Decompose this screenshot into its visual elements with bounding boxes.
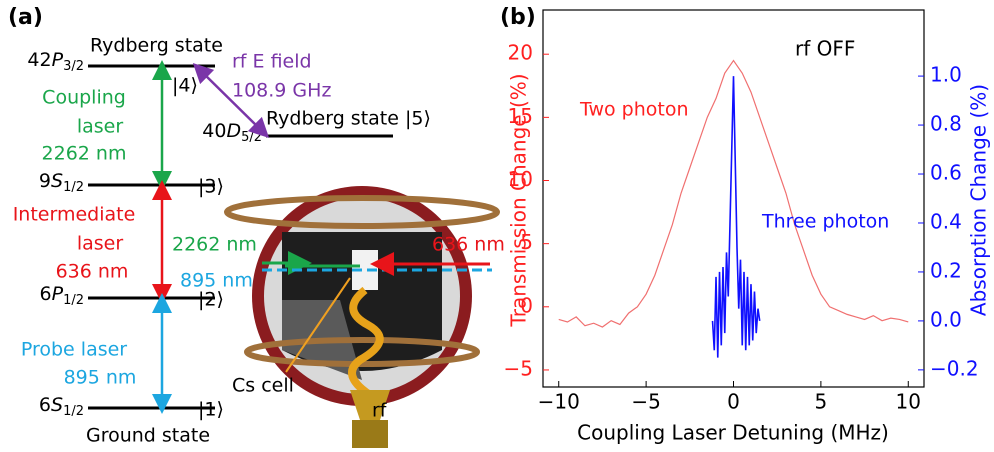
state-label: Ground state	[86, 425, 210, 447]
horn-base	[352, 420, 388, 448]
ring	[224, 195, 500, 229]
level-name: 6P1/2	[40, 283, 84, 308]
panel-label: (b)	[500, 5, 536, 30]
y2-tick-label: 0.0	[930, 307, 962, 331]
transition-label: rf E field	[232, 51, 312, 73]
series-label: Two photon	[579, 99, 689, 121]
transition-label: 895 nm	[64, 367, 137, 389]
level-name: 9S1/2	[39, 170, 84, 195]
beam-label: 636 nm	[432, 234, 505, 256]
y2-tick-label: 0.4	[930, 209, 962, 233]
plot-frame	[542, 9, 925, 388]
beam-label: 2262 nm	[172, 234, 257, 256]
apparatus	[224, 186, 500, 448]
cell-label: Cs cell	[232, 375, 294, 397]
x-tick-label: 10	[896, 390, 921, 414]
y-tick-label: 20	[508, 41, 533, 65]
transition-label: 636 nm	[56, 261, 129, 283]
y2-tick-label: 0.6	[930, 161, 962, 185]
y-tick-label: 10	[508, 167, 533, 191]
y-tick-label: 15	[508, 104, 533, 128]
rf-wave	[348, 286, 384, 399]
beam-label: 895 nm	[180, 270, 253, 292]
level-name: 6S1/2	[39, 394, 84, 419]
transition-label: 2262 nm	[42, 143, 127, 165]
y2-tick-label: 0.8	[930, 112, 962, 136]
source-label: rf	[372, 400, 388, 422]
panel-a: (a) 2262 nm 895 nm 636 nm Cs cell rf 42P…	[8, 5, 505, 448]
panel-b: (b) rf OFF Coupling Laser Detuning (MHz)…	[500, 5, 991, 445]
y-axis-label: Transmission Change (%)	[507, 73, 531, 327]
ket: |2⟩	[198, 289, 224, 311]
state-label: Rydberg state	[90, 35, 223, 57]
ket: |4⟩	[172, 75, 198, 97]
transition-label: Intermediate	[13, 204, 136, 226]
ket: |3⟩	[198, 176, 224, 198]
x-tick-label: −5	[631, 390, 660, 414]
y-tick-label: 0	[520, 293, 533, 317]
x-tick-label: −10	[538, 390, 580, 414]
y2-tick-label: 1.0	[930, 63, 962, 87]
y2-tick-label: −0.2	[930, 356, 979, 380]
series-line	[558, 59, 909, 328]
series-line	[711, 76, 761, 358]
transition-label: 108.9 GHz	[232, 80, 331, 102]
annotation: rf OFF	[795, 37, 855, 61]
transition-arrow	[192, 62, 270, 139]
transition-label: laser	[77, 116, 124, 138]
transition-label: Probe laser	[21, 339, 127, 361]
state-label: Rydberg state |5⟩	[266, 108, 431, 130]
level-name: 42P3/2	[27, 49, 84, 74]
ket: |1⟩	[198, 399, 224, 421]
cell-pointer	[285, 277, 351, 373]
y2-tick-label: 0.2	[930, 258, 962, 282]
series-label: Three photon	[761, 211, 889, 233]
horn	[350, 390, 390, 420]
transition-label: Coupling	[42, 87, 126, 109]
y2-axis-label: Absorption Change (%)	[967, 84, 991, 316]
ring	[244, 337, 480, 367]
y-tick-label: −5	[504, 356, 533, 380]
x-axis-label: Coupling Laser Detuning (MHz)	[577, 421, 889, 445]
panel-label: (a)	[8, 5, 43, 30]
x-tick-label: 5	[815, 390, 828, 414]
y-tick-label: 5	[520, 230, 533, 254]
x-tick-label: 0	[727, 390, 740, 414]
transition-label: laser	[77, 233, 124, 255]
